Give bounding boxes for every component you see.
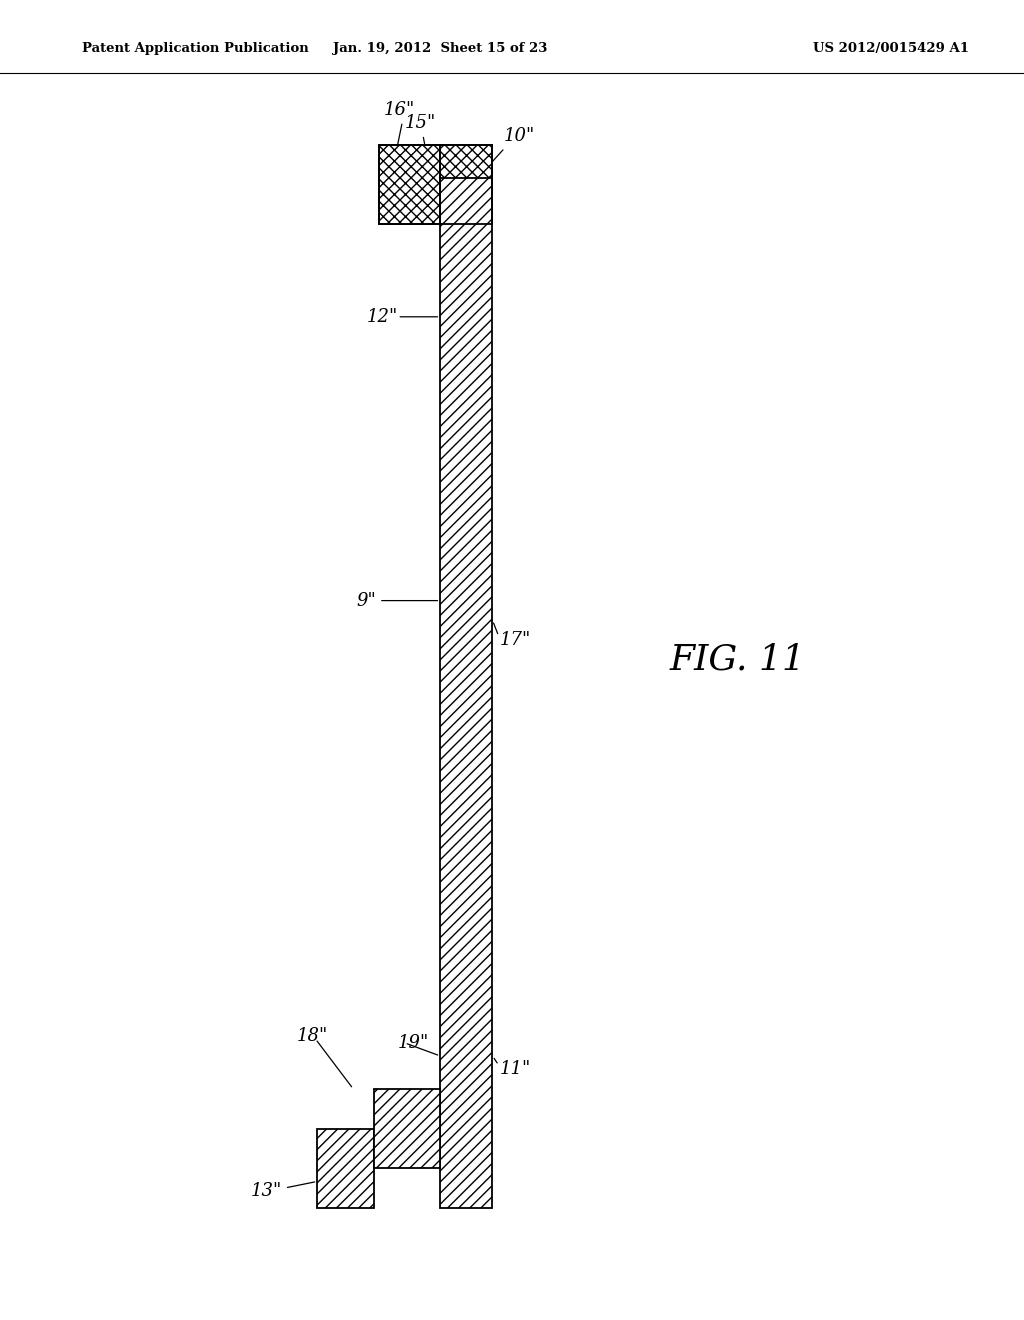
Text: 19": 19" <box>397 1034 429 1052</box>
Text: Patent Application Publication: Patent Application Publication <box>82 42 308 55</box>
Text: Jan. 19, 2012  Sheet 15 of 23: Jan. 19, 2012 Sheet 15 of 23 <box>333 42 548 55</box>
Text: FIG. 11: FIG. 11 <box>670 643 805 677</box>
Text: 10": 10" <box>504 127 536 145</box>
Text: 16": 16" <box>384 100 416 119</box>
Bar <box>374 1089 440 1168</box>
Bar <box>379 145 492 224</box>
Bar <box>379 145 440 224</box>
Text: 12": 12" <box>367 308 398 326</box>
Text: 13": 13" <box>251 1181 283 1200</box>
Text: 15": 15" <box>404 114 436 132</box>
Text: US 2012/0015429 A1: US 2012/0015429 A1 <box>813 42 969 55</box>
Text: 17": 17" <box>500 631 531 649</box>
Text: 11": 11" <box>500 1060 531 1078</box>
Text: 18": 18" <box>297 1027 329 1045</box>
Bar <box>440 152 492 1208</box>
Bar <box>317 1129 374 1208</box>
Text: 9": 9" <box>356 591 376 610</box>
Bar <box>440 145 492 178</box>
